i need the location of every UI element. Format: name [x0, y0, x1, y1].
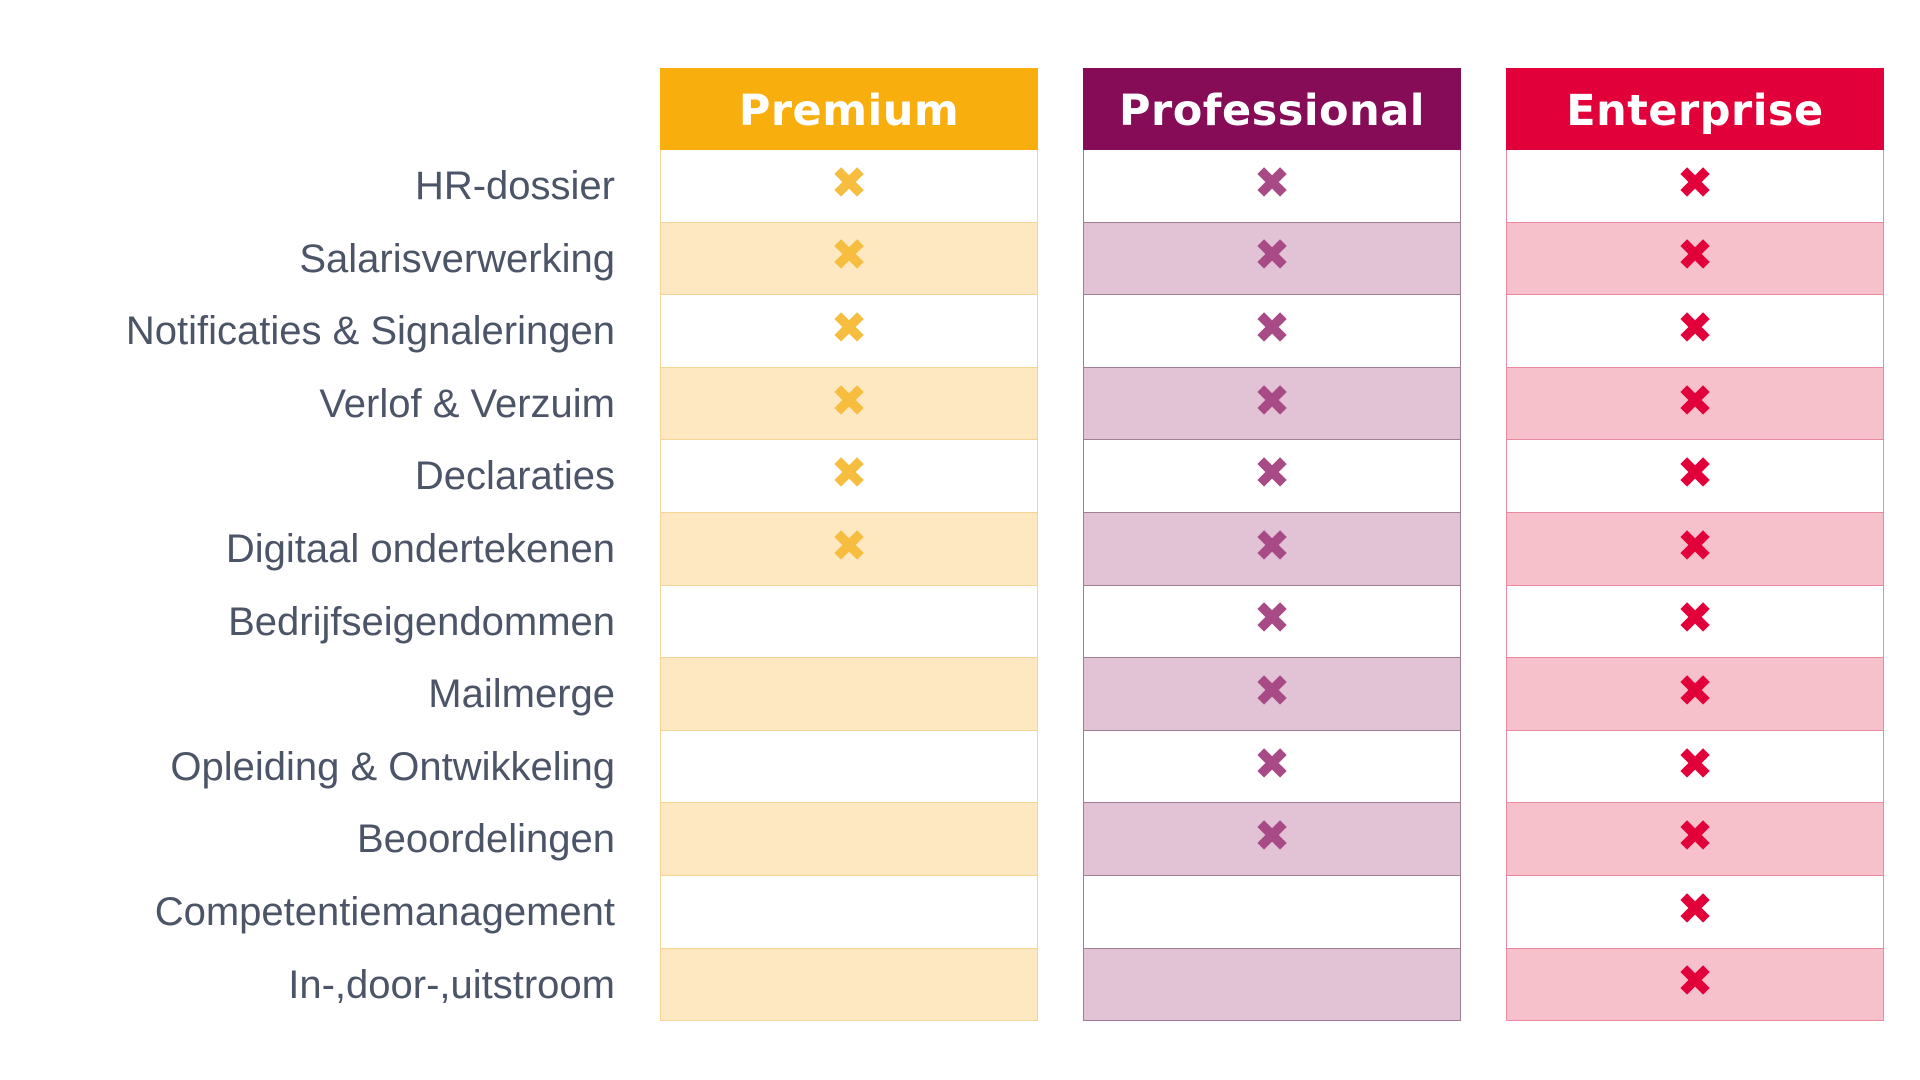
feature-cell: ✖: [1083, 658, 1461, 731]
feature-cell: ✖: [1506, 730, 1884, 804]
feature-cell: ✖: [1506, 295, 1884, 368]
feature-cell: ✖: [1083, 512, 1461, 586]
feature-cell: ✖: [1506, 948, 1884, 1022]
included-mark-icon: ✖: [1253, 811, 1291, 863]
feature-cell: ✖: [1506, 222, 1884, 296]
included-mark-icon: ✖: [1676, 302, 1714, 354]
included-mark-icon: ✖: [1676, 520, 1714, 572]
included-mark-icon: ✖: [1253, 665, 1291, 717]
included-mark-icon: ✖: [1676, 230, 1714, 282]
feature-label: HR-dossier: [414, 164, 615, 208]
plan-header-enterprise: Enterprise: [1506, 68, 1884, 150]
plan-column-enterprise: Enterprise ✖ ✖ ✖ ✖ ✖ ✖ ✖ ✖ ✖ ✖ ✖ ✖: [1506, 68, 1884, 1022]
plan-column-premium: Premium ✖ ✖ ✖ ✖ ✖ ✖: [660, 68, 1038, 1022]
feature-cell: ✖: [660, 295, 1038, 368]
included-mark-icon: ✖: [830, 520, 868, 572]
feature-cell: ✖: [1506, 875, 1884, 949]
feature-cell: ✖: [1083, 440, 1461, 513]
included-mark-icon: ✖: [1253, 230, 1291, 282]
plan-header-premium: Premium: [660, 68, 1038, 150]
included-mark-icon: ✖: [1676, 956, 1714, 1008]
included-mark-icon: ✖: [830, 375, 868, 427]
included-mark-icon: ✖: [830, 157, 868, 209]
included-mark-icon: ✖: [1676, 665, 1714, 717]
feature-cell: [660, 658, 1038, 731]
included-mark-icon: ✖: [1253, 738, 1291, 790]
feature-label: Beoordelingen: [357, 817, 615, 862]
included-mark-icon: ✖: [830, 448, 868, 500]
feature-cell: [660, 585, 1038, 659]
feature-cell: ✖: [1506, 658, 1884, 731]
included-mark-icon: ✖: [830, 230, 868, 282]
plan-body: ✖ ✖ ✖ ✖ ✖ ✖ ✖ ✖ ✖ ✖ ✖ ✖: [1506, 150, 1884, 1022]
feature-cell: ✖: [1506, 367, 1884, 441]
feature-labels: HR-dossier Salarisverwerking Notificaties …: [0, 150, 615, 1021]
included-mark-icon: ✖: [1676, 448, 1714, 500]
feature-cell: ✖: [1083, 367, 1461, 441]
feature-cell: ✖: [660, 367, 1038, 441]
plan-header-professional: Professional: [1083, 68, 1461, 150]
feature-cell: ✖: [1083, 803, 1461, 876]
feature-label: Opleiding & Ontwikkeling: [170, 744, 615, 789]
included-mark-icon: ✖: [1676, 811, 1714, 863]
feature-cell: ✖: [1506, 585, 1884, 659]
feature-label: Declaraties: [414, 454, 615, 499]
feature-label: Mailmerge: [428, 672, 615, 717]
feature-cell: [1083, 875, 1461, 949]
feature-cell: ✖: [1506, 150, 1884, 223]
included-mark-icon: ✖: [1676, 883, 1714, 935]
feature-cell: [1083, 948, 1461, 1022]
feature-cell: ✖: [1083, 585, 1461, 659]
feature-label: Salarisverwerking: [299, 236, 615, 281]
feature-cell: [660, 730, 1038, 804]
feature-cell: ✖: [1506, 512, 1884, 586]
included-mark-icon: ✖: [1253, 593, 1291, 645]
included-mark-icon: ✖: [1676, 738, 1714, 790]
feature-label: Digitaal ondertekenen: [225, 526, 615, 571]
included-mark-icon: ✖: [1676, 593, 1714, 645]
feature-label: Notificaties & Signaleringen: [125, 309, 615, 354]
feature-cell: [660, 803, 1038, 876]
feature-label: Competentiemanagement: [154, 889, 615, 934]
feature-cell: ✖: [660, 512, 1038, 586]
feature-label: Verlof & Verzuim: [319, 381, 615, 426]
feature-cell: ✖: [1083, 730, 1461, 804]
included-mark-icon: ✖: [1253, 520, 1291, 572]
included-mark-icon: ✖: [830, 302, 868, 354]
included-mark-icon: ✖: [1253, 448, 1291, 500]
feature-cell: ✖: [660, 150, 1038, 223]
included-mark-icon: ✖: [1253, 302, 1291, 354]
plan-column-professional: Professional ✖ ✖ ✖ ✖ ✖ ✖ ✖ ✖ ✖ ✖: [1083, 68, 1461, 1022]
feature-cell: ✖: [1083, 150, 1461, 223]
feature-cell: ✖: [1083, 295, 1461, 368]
feature-cell: [660, 948, 1038, 1022]
included-mark-icon: ✖: [1676, 375, 1714, 427]
plan-body: ✖ ✖ ✖ ✖ ✖ ✖: [660, 150, 1038, 1022]
feature-label: In-,door-,uitstroom: [288, 962, 615, 1007]
feature-cell: [660, 875, 1038, 949]
feature-cell: ✖: [660, 440, 1038, 513]
included-mark-icon: ✖: [1253, 157, 1291, 209]
feature-cell: ✖: [1506, 440, 1884, 513]
feature-cell: ✖: [1506, 803, 1884, 876]
included-mark-icon: ✖: [1676, 157, 1714, 209]
plan-body: ✖ ✖ ✖ ✖ ✖ ✖ ✖ ✖ ✖ ✖: [1083, 150, 1461, 1022]
feature-cell: ✖: [1083, 222, 1461, 296]
included-mark-icon: ✖: [1253, 375, 1291, 427]
feature-label: Bedrijfseigendommen: [228, 599, 615, 644]
feature-cell: ✖: [660, 222, 1038, 296]
